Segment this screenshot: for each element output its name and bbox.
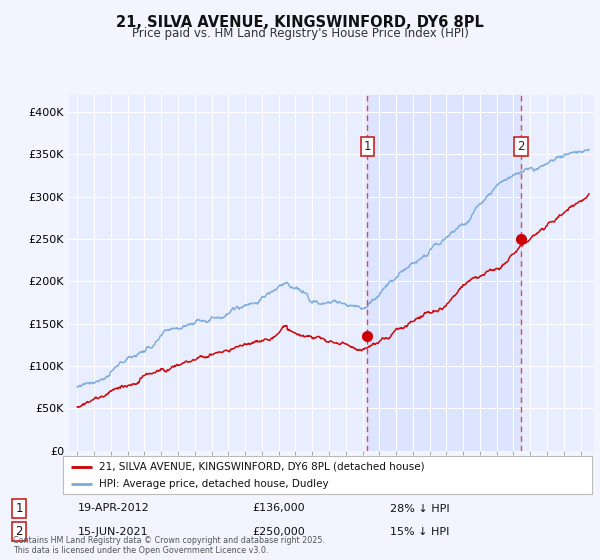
Text: 15-JUN-2021: 15-JUN-2021 [78,526,149,536]
Bar [367,95,521,451]
Text: 15% ↓ HPI: 15% ↓ HPI [390,526,449,536]
Text: 21, SILVA AVENUE, KINGSWINFORD, DY6 8PL (detached house): 21, SILVA AVENUE, KINGSWINFORD, DY6 8PL … [99,461,425,472]
Text: 19-APR-2012: 19-APR-2012 [78,503,150,514]
Text: Contains HM Land Registry data © Crown copyright and database right 2025.
This d: Contains HM Land Registry data © Crown c… [13,536,325,556]
Text: £250,000: £250,000 [252,526,305,536]
Text: 28% ↓ HPI: 28% ↓ HPI [390,503,449,514]
Text: 21, SILVA AVENUE, KINGSWINFORD, DY6 8PL: 21, SILVA AVENUE, KINGSWINFORD, DY6 8PL [116,15,484,30]
Text: 2: 2 [517,140,525,153]
Text: Price paid vs. HM Land Registry's House Price Index (HPI): Price paid vs. HM Land Registry's House … [131,27,469,40]
Text: HPI: Average price, detached house, Dudley: HPI: Average price, detached house, Dudl… [99,479,329,489]
Text: 2: 2 [16,525,23,538]
Text: £136,000: £136,000 [252,503,305,514]
Text: 1: 1 [364,140,371,153]
Text: 1: 1 [16,502,23,515]
